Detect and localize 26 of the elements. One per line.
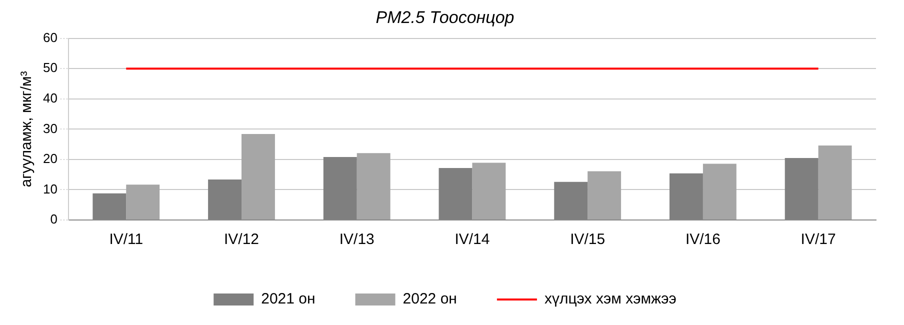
x-tick-label: IV/16: [685, 231, 720, 248]
bar: [818, 146, 852, 220]
y-tick-label: 50: [42, 60, 58, 76]
y-tick-label: 0: [50, 212, 58, 227]
legend-label: 2021 он: [261, 290, 316, 308]
y-tick-label: 20: [42, 151, 58, 166]
x-tick-label: IV/11: [109, 231, 144, 248]
bar: [588, 171, 622, 220]
y-tick-label: 10: [42, 181, 58, 196]
x-tick-label: IV/17: [800, 231, 836, 248]
x-tick-label: IV/12: [224, 231, 260, 248]
bar: [356, 153, 390, 220]
bar: [126, 184, 160, 220]
chart-title: PM2.5 Тоосонцор: [376, 8, 514, 27]
y-tick-label: 40: [42, 90, 58, 106]
y-axis-title: агууламж, мкг/м³: [18, 71, 36, 188]
x-tick-label: IV/14: [454, 231, 490, 248]
legend-label: 2022 он: [402, 290, 457, 308]
bar: [472, 162, 506, 220]
y-tick-label: 60: [42, 30, 58, 45]
legend-label: хүлцэх хэм хэмжээ: [544, 290, 677, 308]
y-tick-label: 30: [42, 120, 58, 136]
bar: [702, 164, 736, 220]
x-tick-label: IV/13: [339, 231, 374, 248]
x-tick-label: IV/15: [570, 231, 606, 248]
bar: [242, 134, 275, 220]
